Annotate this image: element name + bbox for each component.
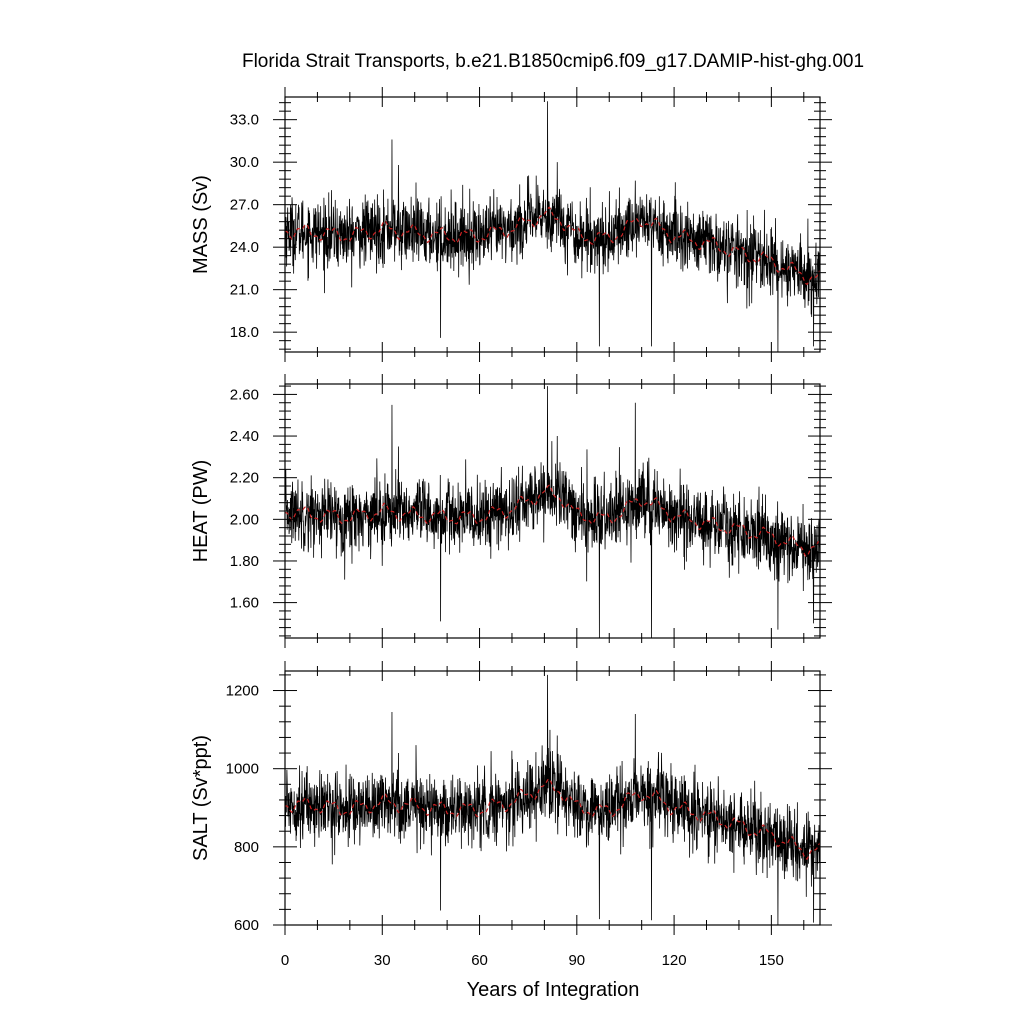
y-tick-label: 2.60 [230,386,259,403]
mass-panel: 18.0 21.0 24.0 27.0 30.0 33.0 MASS (Sv) [190,87,832,362]
x-axis-label: Years of Integration [467,979,640,1001]
y-tick-label: 800 [234,839,259,856]
y-tick-label: 2.00 [230,511,259,528]
raw-series-line-2 [285,674,820,925]
x-tick-label: 120 [662,952,687,969]
smoothed-series-line-1 [285,484,820,557]
y-tick-label: 1.80 [230,553,259,570]
x-tick-label: 0 [281,952,289,969]
salt-panel: 600 800 1000 1200 SALT (Sv*ppt) 0 30 60 90 120 150 [190,661,832,969]
raw-series-line-0 [285,101,820,352]
chart-title: Florida Strait Transports, b.e21.B1850cm… [242,51,864,72]
y-tick-label: 21.0 [230,282,259,299]
y-tick-label: 24.0 [230,239,259,256]
y-tick-label: 33.0 [230,112,259,129]
y-tick-label: 600 [234,917,259,934]
y-tick-label: 1000 [226,761,259,778]
y-tick-label: 1.60 [230,595,259,612]
smoothed-series-line-2 [285,778,820,860]
x-tick-label: 90 [568,952,585,969]
plot-frame-2 [284,670,821,926]
heat-panel: 1.60 1.80 2.00 2.20 2.40 2.60 HEAT (PW) [190,374,832,648]
y-tick-label: 2.40 [230,428,259,445]
y-tick-label: 27.0 [230,197,259,214]
x-tick-label: 60 [471,952,488,969]
plot-frame-0 [284,96,821,353]
x-tick-label: 30 [374,952,391,969]
raw-series-line-1 [285,386,820,638]
y-tick-label: 30.0 [230,154,259,171]
y-axis-label: SALT (Sv*ppt) [190,735,212,861]
y-axis-label: HEAT (PW) [190,460,212,563]
y-axis-label: MASS (Sv) [190,175,212,274]
y-tick-label: 2.20 [230,470,259,487]
y-tick-label: 1200 [226,683,259,700]
y-tick-label: 18.0 [230,324,259,341]
smoothed-series-line-0 [285,206,820,286]
x-tick-label: 150 [759,952,784,969]
